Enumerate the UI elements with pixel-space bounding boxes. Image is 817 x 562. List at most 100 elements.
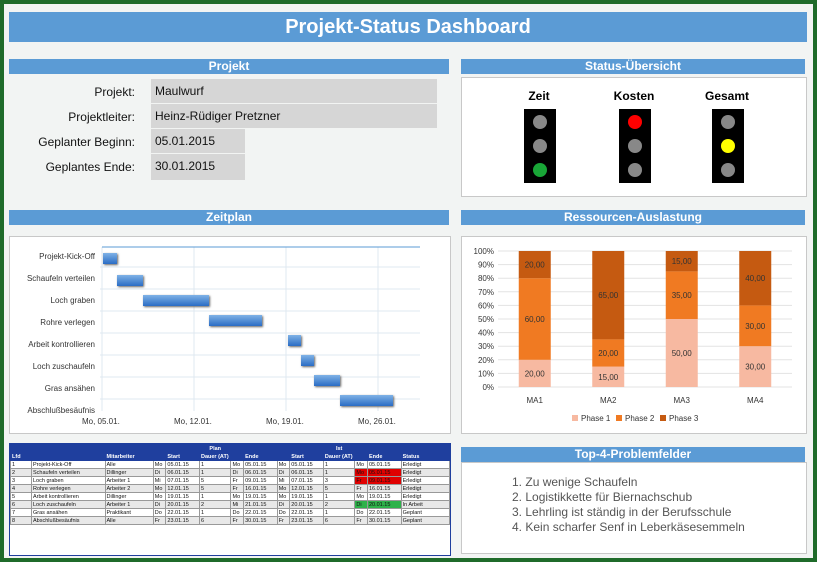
bar-segment [592,366,625,387]
table-cell: Fr [230,476,245,485]
table-cell: Abschlußbesäufnis [31,516,106,525]
table-cell: 22.01.15 [289,508,324,517]
table-cell: Erledigt [400,468,451,477]
table-cell: Di [276,468,291,477]
data-label: 30,00 [745,322,766,331]
task-table: Plan Ist Lfd Mitarbeiter Start Dauer (AT) En… [10,444,451,525]
category-label: MA2 [600,396,617,405]
y-tick-label: 80% [478,274,494,283]
gantt-chart: Projekt-Kick-Off Schaufeln verteilen Loc… [9,236,451,434]
table-header-cell: Start [289,452,324,461]
table-cell: 23.01.15 [165,516,200,525]
ressourcen-header: Ressourcen-Auslastung [461,210,805,225]
table-cell: Arbeiter 1 [104,500,154,509]
bar-segment [592,251,625,340]
table-cell: 06.01.15 [289,468,324,477]
table-cell: Mi [276,476,291,485]
projekt-value[interactable]: Maulwurf [151,79,437,103]
table-row[interactable]: 4 Rohre verlegen Arbeiter 2 Mo 12.01.15 5 Fr 16… [10,484,451,493]
table-row[interactable]: 3 Loch graben Arbeiter 1 Mi 07.01.15 5 Fr 09.01… [10,476,451,485]
category-label: MA1 [527,396,544,405]
bar-segment [665,251,698,272]
gantt-task-label: Projekt-Kick-Off [39,252,95,261]
y-tick-label: 100% [474,247,494,256]
table-cell: 16.01.15 [243,484,278,493]
projektleiter-value[interactable]: Heinz-Rüdiger Pretzner [151,104,437,128]
gantt-bar [143,295,209,306]
status-panel: Zeit Kosten Gesamt [461,77,807,197]
ende-value[interactable]: 30.01.2015 [151,154,245,180]
table-cell: Mi [152,476,167,485]
table-cell: Alle [104,460,154,469]
problem-text: Kein scharfer Senf in Leberkäsesemmeln [525,520,745,534]
table-cell: 3 [322,476,356,485]
table-cell: Erledigt [400,460,451,469]
table-cell: Mo [354,460,368,469]
legend-label: Phase 3 [669,414,699,423]
table-cell: Do [354,508,368,517]
gantt-bar [209,315,262,326]
table-cell: Mo [152,460,167,469]
gesamt-label: Gesamt [704,89,750,103]
table-row[interactable]: 8 Abschlußbesäufnis Alle Fr 23.01.15 6 Fr 30.01… [10,516,451,525]
table-cell: 1 [322,492,356,501]
table-cell: Mo [230,492,245,501]
table-cell: 8 [10,516,32,525]
table-cell: Fr [276,516,291,525]
lamp-icon [628,139,642,153]
legend-label: Phase 2 [625,414,655,423]
bar-segment [739,346,772,387]
table-row[interactable]: 5 Arbeit kontrollieren Dillinger Mo 19.01.15… [10,492,451,501]
table-cell: Mo [152,484,167,493]
table-cell: Dillinger [104,492,154,501]
bar-segment [518,251,551,279]
table-row[interactable]: 1 Projekt-Kick-Off Alle Mo 05.01.15 1 Mo 05.01.… [10,460,451,469]
data-label: 60,00 [525,315,546,324]
table-cell: Mo [230,460,245,469]
status-header: Status-Übersicht [461,59,805,74]
gantt-task-label: Schaufeln verteilen [26,274,95,283]
table-cell: 1 [198,468,232,477]
table-row[interactable]: 7 Gras ansähen Praktikant Do 22.01.15 1 Do 22.0… [10,508,451,517]
bar-segment [739,305,772,347]
table-cell: Di [354,500,368,509]
table-cell: 22.01.15 [243,508,278,517]
table-cell: 30.01.15 [243,516,278,525]
data-label: 50,00 [672,349,693,358]
lamp-icon [628,115,642,129]
legend-swatch [660,415,666,421]
table-cell: 19.01.15 [366,492,402,501]
table-row[interactable]: 6 Loch zuschaufeln Arbeiter 1 Di 20.01.15 2 Mi… [10,500,451,509]
y-tick-label: 60% [478,301,494,310]
bar-segment [665,319,698,387]
lamp-icon [721,163,735,177]
y-tick-label: 0% [482,383,494,392]
table-row[interactable]: 2 Schaufeln verteilen Dillinger Di 06.01.15 1… [10,468,451,477]
table-cell: Loch graben [31,476,106,485]
dashboard-frame: Projekt-Status Dashboard Projekt Projekt… [4,4,813,558]
table-cell: Mo [276,460,291,469]
table-cell: Do [152,508,167,517]
table-cell: Mi [230,500,245,509]
table-cell: Gras ansähen [31,508,106,517]
table-header-cell [152,452,167,461]
table-header-cell [230,452,245,461]
table-header-cell: Status [400,452,451,461]
table-cell: Fr [152,516,167,525]
gesamt-traffic-light [712,109,744,183]
table-cell: Di [152,500,167,509]
table-header-cell [31,452,106,461]
table-cell: Do [230,508,245,517]
gantt-bar [117,275,143,286]
table-cell: Alle [104,516,154,525]
table-cell: 1 [322,508,356,517]
table-cell: 20.01.15 [366,500,402,509]
table-cell: 2 [322,500,356,509]
ressourcen-panel: 100% 90% 80% 70% 60% 50% 40% 30% 20% 10% 0% 20,00 60… [461,236,807,434]
table-cell: 09.01.15 [366,476,402,485]
beginn-value[interactable]: 05.01.2015 [151,129,245,153]
lamp-icon [533,139,547,153]
table-cell: 20.01.15 [165,500,200,509]
table-cell: Schaufeln verteilen [31,468,106,477]
data-label: 40,00 [745,274,766,283]
